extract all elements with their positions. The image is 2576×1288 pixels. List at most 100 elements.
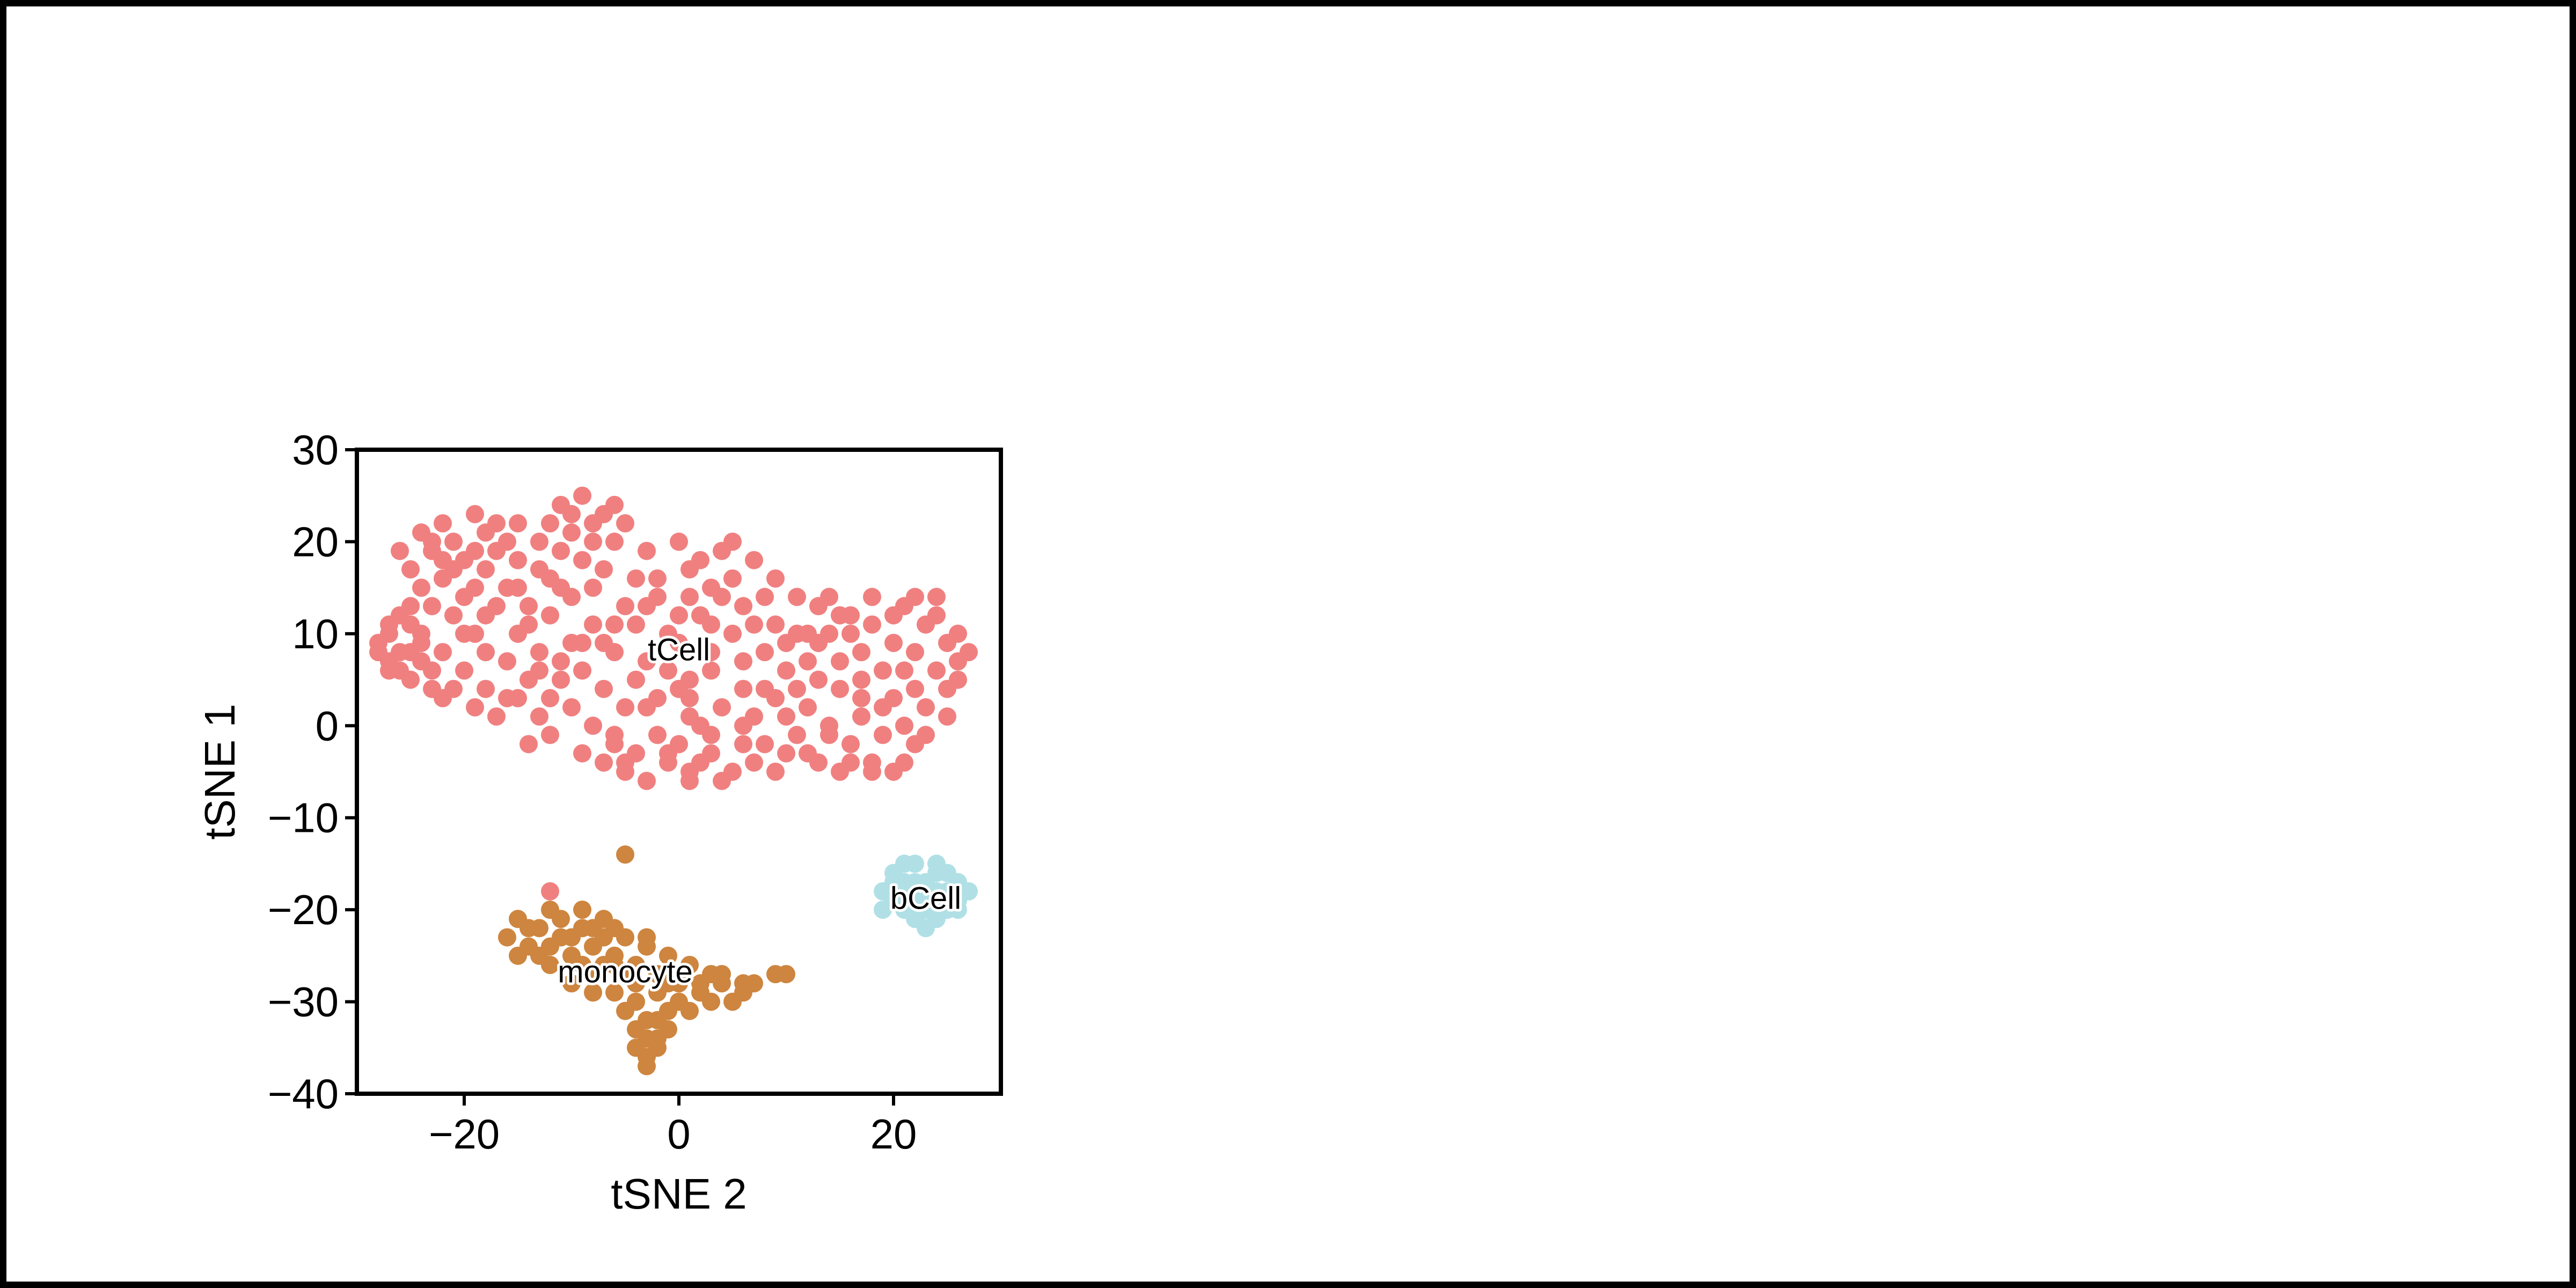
- data-point-monocyte: [691, 974, 709, 993]
- data-point-tCell: [562, 698, 581, 716]
- data-point-monocyte: [552, 910, 570, 928]
- cluster-label-bCell: bCell: [890, 881, 961, 916]
- data-point-tCell: [573, 661, 591, 680]
- data-point-tCell: [519, 597, 538, 616]
- data-point-tCell: [466, 698, 484, 716]
- data-point-tCell: [541, 514, 559, 533]
- data-point-tCell: [638, 772, 656, 791]
- data-point-tCell: [852, 689, 870, 707]
- data-point-tCell: [874, 726, 892, 744]
- data-point-tCell: [723, 624, 742, 643]
- data-point-tCell: [734, 597, 752, 616]
- data-point-tCell: [466, 579, 484, 597]
- data-point-bCell: [917, 873, 935, 891]
- data-point-tCell: [380, 661, 398, 680]
- data-point-tCell: [541, 882, 559, 901]
- data-point-tCell: [820, 726, 838, 744]
- data-point-tCell: [595, 560, 613, 579]
- data-point-bCell: [927, 910, 946, 928]
- data-point-tCell: [498, 579, 516, 597]
- data-point-tCell: [638, 541, 656, 560]
- x-tick-label: −20: [429, 1110, 500, 1158]
- data-point-tCell: [391, 541, 409, 560]
- data-point-monocyte: [638, 1057, 656, 1075]
- data-point-monocyte: [702, 992, 720, 1011]
- data-point-tCell: [949, 624, 967, 643]
- data-point-tCell: [874, 698, 892, 716]
- data-point-monocyte: [541, 937, 559, 956]
- data-point-tCell: [841, 624, 860, 643]
- data-point-bCell: [938, 863, 956, 882]
- data-point-bCell: [874, 882, 892, 901]
- data-point-tCell: [616, 597, 634, 616]
- data-point-tCell: [734, 716, 752, 735]
- data-point-tCell: [884, 606, 903, 625]
- data-point-bCell: [895, 854, 913, 873]
- data-point-monocyte: [777, 965, 795, 984]
- data-point-tCell: [788, 679, 806, 698]
- data-point-tCell: [949, 670, 967, 689]
- data-point-tCell: [573, 744, 591, 763]
- data-point-tCell: [616, 514, 634, 533]
- data-point-tCell: [509, 689, 527, 707]
- data-point-tCell: [423, 597, 441, 616]
- data-point-tCell: [702, 643, 720, 662]
- data-point-tCell: [541, 569, 559, 588]
- data-point-tCell: [466, 541, 484, 560]
- data-point-tCell: [777, 661, 795, 680]
- data-point-tCell: [498, 652, 516, 671]
- data-point-tCell: [605, 495, 624, 514]
- data-point-tCell: [799, 698, 817, 716]
- data-point-monocyte: [509, 946, 527, 965]
- data-point-tCell: [895, 753, 913, 772]
- data-point-tCell: [702, 615, 720, 634]
- data-point-tCell: [756, 643, 774, 662]
- data-point-tCell: [648, 726, 667, 744]
- data-point-tCell: [874, 661, 892, 680]
- data-point-monocyte: [680, 1001, 699, 1020]
- data-point-tCell: [927, 588, 946, 606]
- x-tick-label: 20: [870, 1110, 917, 1158]
- data-point-tCell: [788, 588, 806, 606]
- data-point-tCell: [444, 560, 463, 579]
- data-point-tCell: [584, 532, 602, 551]
- data-point-tCell: [680, 588, 699, 606]
- data-point-tCell: [434, 643, 452, 662]
- data-point-tCell: [434, 514, 452, 533]
- data-point-tCell: [519, 735, 538, 753]
- data-point-tCell: [960, 643, 978, 662]
- data-point-tCell: [627, 569, 645, 588]
- data-point-tCell: [852, 670, 870, 689]
- y-tick-label: 10: [292, 610, 339, 657]
- y-tick-label: −10: [268, 794, 339, 841]
- data-point-tCell: [691, 716, 709, 735]
- data-point-tCell: [444, 532, 463, 551]
- data-point-tCell: [799, 652, 817, 671]
- data-point-tCell: [713, 588, 731, 606]
- data-point-monocyte: [670, 965, 688, 984]
- data-point-tCell: [552, 652, 570, 671]
- data-point-tCell: [541, 726, 559, 744]
- data-point-tCell: [573, 551, 591, 569]
- data-point-tCell: [756, 588, 774, 606]
- y-tick-label: −20: [268, 886, 339, 933]
- data-point-tCell: [638, 597, 656, 616]
- x-axis-title: tSNE 2: [611, 1170, 747, 1218]
- data-point-tCell: [659, 661, 677, 680]
- data-point-tCell: [680, 763, 699, 781]
- data-point-tCell: [541, 606, 559, 625]
- data-point-tCell: [820, 588, 838, 606]
- data-point-tCell: [530, 661, 548, 680]
- data-point-tCell: [799, 744, 817, 763]
- data-point-tCell: [841, 753, 860, 772]
- data-point-tCell: [519, 615, 538, 634]
- data-point-tCell: [562, 523, 581, 542]
- data-point-tCell: [530, 532, 548, 551]
- data-point-monocyte: [659, 1020, 677, 1038]
- data-point-tCell: [401, 670, 420, 689]
- data-point-monocyte: [638, 928, 656, 947]
- data-point-tCell: [680, 689, 699, 707]
- data-point-monocyte: [584, 919, 602, 938]
- data-point-tCell: [530, 707, 548, 726]
